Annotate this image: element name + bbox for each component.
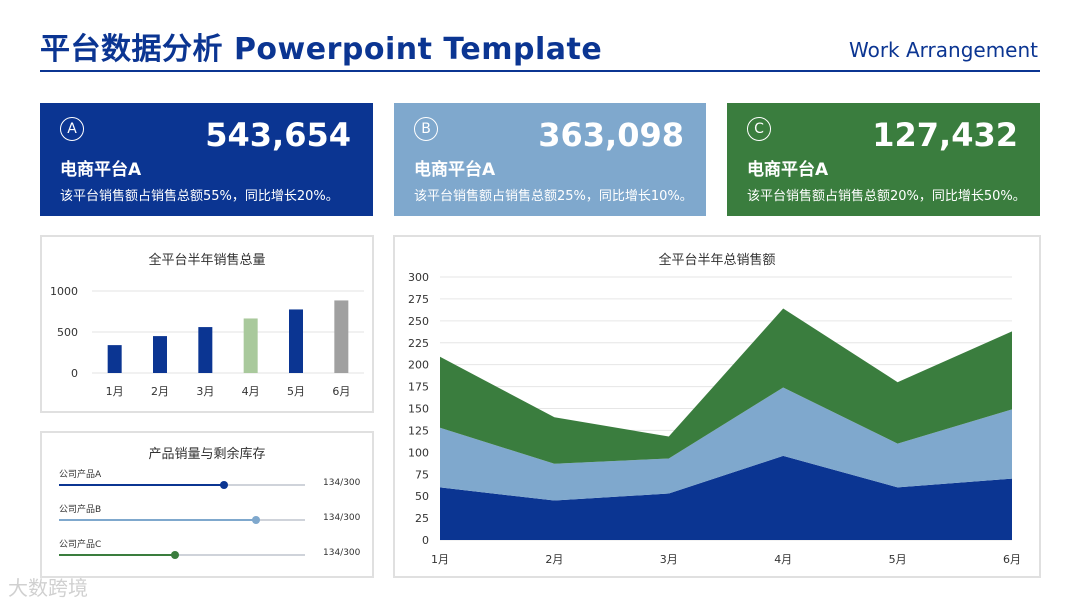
- area-y-tick-label: 225: [408, 337, 429, 350]
- bar-x-tick-label: 2月: [151, 385, 169, 398]
- circle-letter-c-icon: C: [747, 117, 771, 141]
- product-progress-handle: [219, 481, 228, 489]
- bar-x-tick-label: 4月: [242, 385, 260, 398]
- product-progress-track: [59, 551, 305, 559]
- bar-mark: [289, 309, 303, 373]
- kpi-name: 电商平台A: [747, 160, 829, 180]
- page-subtitle: Work Arrangement: [848, 38, 1038, 62]
- area-x-tick-label: 3月: [660, 553, 678, 566]
- area-y-tick-label: 25: [415, 512, 429, 525]
- product-label: 公司产品C: [59, 540, 102, 550]
- kpi-value: 127,432: [872, 116, 1018, 154]
- kpi-value: 543,654: [205, 116, 351, 154]
- product-label: 公司产品B: [59, 505, 102, 515]
- area-chart-title: 全平台半年总销售额: [658, 253, 776, 268]
- bar-x-tick-label: 5月: [287, 385, 305, 398]
- kpi-description: 该平台销售额占销售总额55%，同比增长20%。: [60, 189, 339, 204]
- area-y-tick-label: 300: [408, 271, 429, 284]
- bar-mark: [153, 336, 167, 373]
- kpi-name: 电商平台A: [414, 160, 496, 180]
- product-panel-title: 产品销量与剩余库存: [148, 447, 266, 462]
- kpi-name: 电商平台A: [60, 160, 142, 180]
- bar-chart: 0 500 1000 1月 2月 3月 4月 5月 6月: [50, 285, 364, 398]
- product-progress-fill: [59, 519, 256, 521]
- area-series-2: [440, 387, 1012, 501]
- kpi-description: 该平台销售额占销售总额20%，同比增长50%。: [747, 189, 1026, 204]
- kpi-card-c: C 127,432 电商平台A 该平台销售额占销售总额20%，同比增长50%。: [727, 103, 1040, 216]
- product-label: 公司产品A: [59, 470, 102, 480]
- area-x-tick-label: 5月: [889, 553, 907, 566]
- bar-mark: [334, 300, 349, 373]
- bar-mark: [198, 327, 213, 373]
- kpi-value: 363,098: [538, 116, 684, 154]
- bar-x-tick-label: 6月: [332, 385, 350, 398]
- area-y-tick-label: 175: [408, 381, 429, 394]
- bar-x-tick-label: 3月: [196, 385, 214, 398]
- product-progress-track: [59, 481, 305, 489]
- area-series-3: [440, 308, 1012, 464]
- kpi-card-a: A 543,654 电商平台A 该平台销售额占销售总额55%，同比增长20%。: [40, 103, 373, 216]
- area-x-tick-label: 2月: [545, 553, 563, 566]
- area-y-tick-label: 250: [408, 315, 429, 328]
- bar-y-tick-label: 500: [57, 326, 78, 339]
- area-x-tick-label: 1月: [431, 553, 449, 566]
- kpi-description: 该平台销售额占销售总额25%，同比增长10%。: [414, 189, 693, 204]
- area-x-tick-label: 6月: [1003, 553, 1021, 566]
- product-progress-fill: [59, 484, 224, 486]
- bar-mark: [107, 345, 122, 373]
- product-progress-fill: [59, 554, 175, 556]
- product-ratio: 134/300: [323, 478, 361, 488]
- product-ratio: 134/300: [323, 548, 361, 558]
- product-progress-handle: [170, 551, 179, 559]
- area-y-tick-label: 150: [408, 403, 429, 416]
- circle-letter-a-icon: A: [60, 117, 84, 141]
- product-inventory-panel: 产品销量与剩余库存 公司产品A 134/300 公司产品B 134/300 公司产品C 1…: [40, 431, 374, 578]
- product-progress-track: [59, 516, 305, 524]
- area-chart-panel: 全平台半年总销售额 0 25 50 75 100 125 150 175 200 225 250 27…: [393, 235, 1041, 578]
- area-y-tick-label: 0: [422, 534, 429, 547]
- bar-chart-title: 全平台半年销售总量: [148, 253, 266, 268]
- product-progress-handle: [251, 516, 260, 524]
- area-x-tick-label: 4月: [774, 553, 792, 566]
- area-y-tick-label: 125: [408, 424, 429, 437]
- header-divider: [40, 70, 1040, 72]
- area-series-1: [440, 455, 1012, 540]
- area-y-tick-label: 275: [408, 293, 429, 306]
- bar-y-tick-label: 1000: [50, 285, 78, 298]
- bar-chart-panel: 全平台半年销售总量 0 500 1000 1月 2月 3月 4月 5月 6月: [40, 235, 374, 413]
- circle-letter-b-icon: B: [414, 117, 438, 141]
- area-y-tick-label: 100: [408, 446, 429, 459]
- bar-x-tick-label: 1月: [106, 385, 124, 398]
- area-chart: 0 25 50 75 100 125 150 175 200 225 250 275 300 1月 2月 3月…: [408, 271, 1021, 566]
- bar-y-tick-label: 0: [71, 367, 78, 380]
- product-ratio: 134/300: [323, 513, 361, 523]
- area-y-tick-label: 200: [408, 359, 429, 372]
- watermark-logo: 大数跨境: [8, 576, 88, 600]
- area-y-tick-label: 50: [415, 490, 429, 503]
- area-y-tick-label: 75: [415, 468, 429, 481]
- bar-mark: [243, 318, 258, 373]
- page-title: 平台数据分析 Powerpoint Template: [40, 32, 603, 67]
- kpi-card-b: B 363,098 电商平台A 该平台销售额占销售总额25%，同比增长10%。: [394, 103, 706, 216]
